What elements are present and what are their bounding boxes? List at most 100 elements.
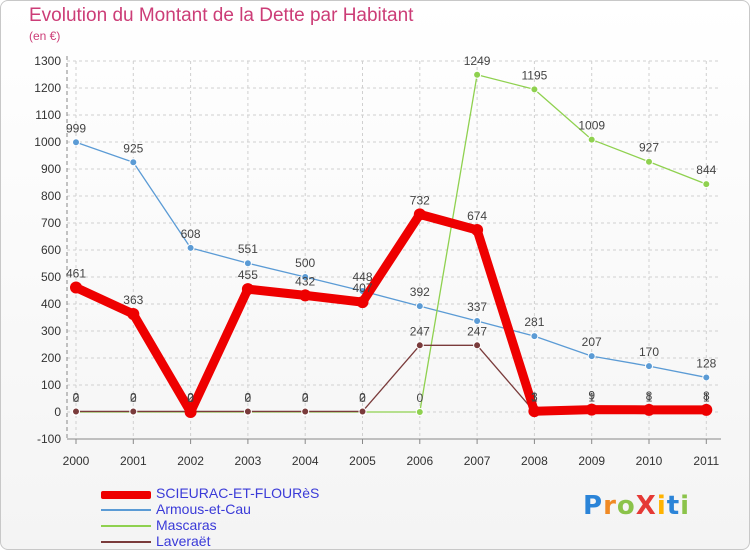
x-tick-label: 2006	[406, 454, 433, 468]
data-label: 448	[352, 270, 372, 284]
data-label: 9	[588, 389, 595, 403]
y-tick-label: 600	[41, 243, 61, 257]
data-label: 927	[639, 141, 659, 155]
data-label: 3	[531, 390, 538, 404]
logo-letter: r	[603, 491, 617, 521]
data-point	[473, 70, 482, 79]
data-label: 1009	[578, 119, 605, 133]
logo-letter: i	[680, 491, 691, 521]
x-tick-label: 2003	[235, 454, 262, 468]
data-point	[702, 180, 711, 189]
legend-swatch-armous	[101, 509, 151, 511]
chart-title: Evolution du Montant de la Dette par Hab…	[29, 5, 414, 26]
data-label: 551	[238, 242, 258, 256]
data-point	[473, 317, 482, 326]
data-point	[129, 158, 138, 167]
series-line	[75, 141, 707, 379]
x-tick-label: 2007	[464, 454, 491, 468]
x-tick-label: 2001	[120, 454, 147, 468]
x-tick-label: 2010	[636, 454, 663, 468]
data-label: 2	[73, 390, 80, 404]
data-label: 207	[582, 335, 602, 349]
y-tick-label: 700	[41, 216, 61, 230]
data-label: 608	[181, 227, 201, 241]
data-label: 0	[245, 391, 252, 405]
x-tick-label: 2009	[578, 454, 605, 468]
data-point	[530, 85, 539, 94]
data-point	[301, 273, 310, 281]
data-label: 128	[696, 356, 716, 370]
data-label: 0	[416, 391, 423, 405]
data-label: 1195	[521, 68, 547, 82]
x-tick-label: 2005	[349, 454, 376, 468]
data-point	[415, 341, 424, 350]
data-label: 281	[524, 315, 544, 329]
data-label: 0	[73, 391, 80, 405]
data-label: 0	[130, 391, 137, 405]
data-label: 363	[123, 293, 143, 307]
x-tick-label: 2004	[292, 454, 319, 468]
data-label: 407	[352, 281, 372, 295]
data-label: 337	[467, 300, 487, 314]
y-tick-label: 800	[41, 189, 61, 203]
x-tick-label: 2002	[177, 454, 204, 468]
data-point	[471, 224, 484, 237]
data-label: 674	[467, 209, 487, 223]
proxiti-logo: ProXiti	[583, 491, 690, 521]
data-point	[587, 135, 596, 144]
data-label: 247	[410, 324, 430, 338]
data-point	[358, 407, 367, 416]
data-point	[587, 352, 596, 361]
data-label: 0	[359, 391, 366, 405]
data-label: 392	[410, 285, 430, 299]
x-tick-label: 2008	[521, 454, 548, 468]
series-line	[71, 209, 711, 417]
y-tick-label: 500	[41, 270, 61, 284]
data-point	[413, 208, 426, 221]
data-point	[70, 281, 82, 294]
data-point	[301, 407, 310, 416]
data-label: 2	[359, 390, 366, 404]
data-point	[473, 341, 482, 350]
data-label: 999	[66, 121, 86, 135]
data-label: 1	[531, 391, 538, 405]
data-point	[530, 332, 539, 341]
logo-letter: o	[616, 491, 636, 521]
data-label: 432	[295, 274, 315, 288]
data-label: 170	[639, 345, 659, 359]
x-tick-label: 2011	[693, 454, 719, 468]
data-label: 1	[646, 391, 653, 405]
data-label: 8	[646, 389, 653, 403]
data-label: 247	[467, 324, 487, 338]
logo-letter: t	[666, 491, 681, 521]
data-label: 2	[245, 390, 252, 404]
data-label: 1249	[464, 54, 491, 68]
y-tick-label: 400	[41, 297, 61, 311]
data-point	[356, 296, 369, 309]
x-tick-label: 2000	[63, 454, 90, 468]
y-tick-label: 300	[41, 324, 61, 338]
legend-swatch-laveraet	[101, 541, 151, 543]
logo-letter: P	[583, 491, 604, 521]
chart-subtitle: (en €)	[29, 29, 61, 43]
y-tick-label: 1000	[34, 135, 61, 149]
data-point	[243, 407, 252, 416]
data-label: 8	[703, 389, 710, 403]
legend-label-mascaras: Mascaras	[156, 517, 217, 533]
data-label: 500	[295, 256, 315, 270]
data-point	[700, 403, 713, 416]
legend-label-scieurac: SCIEURAC-ET-FLOURèS	[156, 485, 320, 501]
data-point	[129, 407, 138, 416]
data-point	[645, 362, 653, 371]
data-point	[702, 373, 711, 382]
data-label: 455	[238, 268, 258, 282]
data-point	[415, 408, 424, 416]
data-label: 461	[66, 267, 86, 281]
legend-swatch-scieurac	[101, 491, 151, 499]
legend-label-laveraet: Laveraët	[156, 533, 211, 549]
legend-swatch-mascaras	[101, 525, 151, 527]
data-point	[585, 403, 598, 416]
y-tick-label: 900	[41, 162, 61, 176]
